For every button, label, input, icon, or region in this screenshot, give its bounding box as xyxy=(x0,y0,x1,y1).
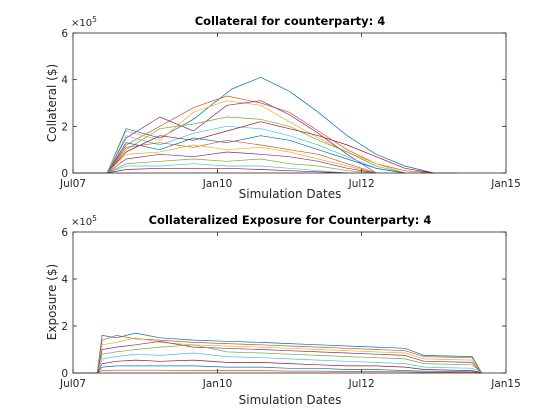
collateral-series-line-8 xyxy=(73,135,405,174)
exposure-y-axis-label: Exposure ($) xyxy=(45,264,59,340)
collateral-ticks-group: Jul07 Jan10 Jul12 Jan15 0 2 4 6 xyxy=(59,28,521,190)
exposure-y-scale-base: ×10 xyxy=(71,217,92,228)
collateral-series-line-2 xyxy=(73,95,434,174)
exposure-y-tick-label: 6 xyxy=(61,227,68,239)
collateral-y-tick-label: 4 xyxy=(61,75,68,87)
collateral-x-tick-label: Jan15 xyxy=(490,178,521,190)
exposure-subplot: Collateralized Exposure for Counterparty… xyxy=(45,213,521,407)
collateral-plot-area xyxy=(72,32,507,174)
exposure-series-group xyxy=(73,332,483,374)
exposure-x-tick-label: Jul07 xyxy=(59,378,86,390)
collateral-series-line-10 xyxy=(73,144,377,174)
collateral-series-line-4 xyxy=(73,100,377,174)
collateral-series-line-9 xyxy=(73,139,377,174)
collateral-series-line-11 xyxy=(73,151,377,174)
exposure-series-line-7 xyxy=(73,359,482,374)
exposure-x-tick-label: Jan10 xyxy=(202,378,233,390)
collateral-subplot: Collateral for counterparty: 4 Jul07 Jan1… xyxy=(45,14,521,201)
collateral-series-line-6 xyxy=(73,125,405,174)
exposure-series-line-4 xyxy=(73,340,483,374)
exposure-series-line-5 xyxy=(73,344,483,374)
collateral-y-tick-label: 0 xyxy=(61,168,68,180)
exposure-x-axis-label: Simulation Dates xyxy=(239,393,342,407)
collateral-x-tick-label: Jan10 xyxy=(202,178,233,190)
exposure-y-tick-label: 4 xyxy=(61,274,68,286)
exposure-x-tick-label: Jul12 xyxy=(348,378,375,390)
collateral-series-line-5 xyxy=(73,116,405,174)
collateral-y-tick-label: 2 xyxy=(61,121,68,133)
exposure-chart-title: Collateralized Exposure for Counterparty… xyxy=(149,213,432,227)
collateral-x-tick-label: Jul07 xyxy=(59,178,86,190)
exposure-series-line-9 xyxy=(73,369,482,374)
exposure-y-exponent-label: ×105 xyxy=(71,214,97,228)
exposure-y-tick-label: 0 xyxy=(61,368,68,380)
collateral-series-line-1 xyxy=(73,76,458,174)
exposure-x-tick-label: Jan15 xyxy=(490,378,521,390)
collateral-series-group xyxy=(73,76,458,174)
collateral-x-axis-label: Simulation Dates xyxy=(239,187,342,201)
exposure-series-line-8 xyxy=(73,365,482,374)
exposure-plot-area xyxy=(72,231,507,374)
collateral-series-line-7 xyxy=(73,121,434,174)
collateral-y-tick-label: 6 xyxy=(61,28,68,40)
collateral-x-tick-label: Jul12 xyxy=(348,178,375,190)
collateral-y-exponent: 5 xyxy=(92,15,97,24)
collateral-y-axis-label: Collateral ($) xyxy=(45,64,59,142)
collateral-series-line-13 xyxy=(73,163,348,174)
exposure-series-line-2 xyxy=(73,335,483,374)
collateral-series-line-12 xyxy=(73,158,377,174)
collateral-chart-title: Collateral for counterparty: 4 xyxy=(195,14,386,28)
exposure-series-line-3 xyxy=(73,337,483,374)
exposure-series-line-6 xyxy=(73,352,482,374)
exposure-y-tick-label: 2 xyxy=(61,321,68,333)
exposure-series-line-1 xyxy=(73,332,483,374)
collateral-y-scale-base: ×10 xyxy=(71,18,92,29)
exposure-y-exponent: 5 xyxy=(92,214,97,223)
collateral-series-line-14 xyxy=(73,167,348,174)
exposure-ticks-group: Jul07 Jan10 Jul12 Jan15 0 2 4 6 xyxy=(59,227,521,390)
collateral-y-exponent-label: ×105 xyxy=(71,15,97,29)
